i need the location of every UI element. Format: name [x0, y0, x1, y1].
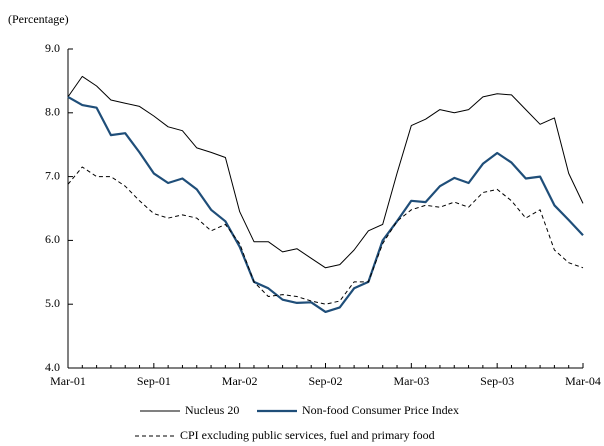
x-tick-label: Mar-03 [393, 374, 429, 388]
x-tick-label: Sep-01 [137, 374, 171, 388]
x-tick-label: Sep-02 [309, 374, 343, 388]
legend-label: Nucleus 20 [185, 403, 239, 417]
x-tick-label: Mar-02 [222, 374, 258, 388]
y-tick-label: 8.0 [45, 105, 60, 119]
x-tick-label: Sep-03 [480, 374, 514, 388]
y-tick-label: 4.0 [45, 360, 60, 374]
y-tick-label: 9.0 [45, 41, 60, 55]
y-tick-label: 7.0 [45, 168, 60, 182]
series-line [67, 95, 584, 313]
legend-label: Non-food Consumer Price Index [302, 403, 459, 417]
x-tick-label: Mar-04 [565, 374, 601, 388]
legend-label: CPI excluding public services, fuel and … [180, 428, 435, 442]
y-axis-label: (Percentage) [8, 12, 69, 26]
y-tick-label: 5.0 [45, 296, 60, 310]
y-tick-label: 6.0 [45, 232, 60, 246]
x-tick-label: Mar-01 [50, 374, 86, 388]
series-line [67, 166, 584, 305]
series-line [67, 75, 584, 269]
